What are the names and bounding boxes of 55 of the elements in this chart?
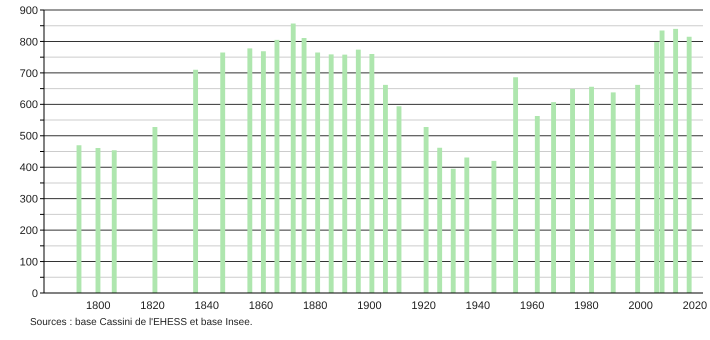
bar	[260, 51, 266, 293]
y-tick-label: 100	[20, 256, 38, 268]
bar	[247, 48, 252, 293]
y-tick-label: 800	[20, 36, 38, 48]
x-tick-label: 2020	[682, 300, 708, 312]
bar	[673, 28, 678, 293]
bar	[686, 36, 692, 293]
y-tick-label: 500	[20, 130, 38, 143]
bar	[112, 150, 117, 293]
bar	[491, 160, 496, 293]
bar	[369, 54, 374, 293]
x-tick-label: 1880	[302, 300, 328, 312]
x-tick-label: 1860	[248, 300, 274, 312]
bar	[76, 145, 82, 293]
bar	[302, 38, 307, 293]
bar	[635, 84, 640, 293]
bar	[96, 148, 100, 293]
bar	[450, 168, 456, 293]
bar	[315, 52, 320, 293]
y-tick-label: 900	[20, 4, 38, 17]
bar	[382, 84, 388, 293]
x-tick-label: 1820	[140, 300, 165, 312]
bar	[193, 70, 198, 293]
x-tick-label: 2000	[628, 300, 653, 312]
bar	[589, 86, 594, 293]
y-tick-label: 300	[20, 194, 38, 206]
bar	[342, 54, 348, 293]
y-tick-label: 600	[20, 99, 38, 112]
bar	[274, 40, 280, 293]
bar	[328, 54, 334, 293]
source-note: Sources : base Cassini de l'EHESS et base Insee.	[30, 317, 254, 328]
x-tick-label: 1840	[194, 300, 219, 312]
bar	[551, 102, 556, 293]
bar	[290, 24, 296, 293]
y-tick-label: 700	[20, 68, 38, 80]
x-tick-label: 1980	[574, 300, 599, 312]
x-tick-label: 1800	[86, 300, 110, 312]
bar	[356, 50, 361, 293]
bar	[464, 157, 470, 293]
bar	[437, 148, 442, 293]
bar	[534, 116, 540, 293]
bar	[570, 88, 575, 293]
bar	[152, 126, 158, 293]
bar	[513, 77, 518, 293]
y-tick-label: 400	[20, 162, 38, 174]
bar	[396, 106, 402, 293]
x-tick-label: 1920	[411, 300, 436, 312]
bar	[610, 92, 616, 293]
x-tick-label: 1940	[466, 300, 490, 312]
x-tick-label: 1900	[357, 300, 382, 312]
y-tick-label: 200	[20, 225, 38, 238]
bar	[424, 126, 429, 293]
bar	[220, 52, 226, 293]
y-tick-label: 0	[32, 288, 38, 300]
x-tick-label: 1960	[520, 300, 544, 312]
